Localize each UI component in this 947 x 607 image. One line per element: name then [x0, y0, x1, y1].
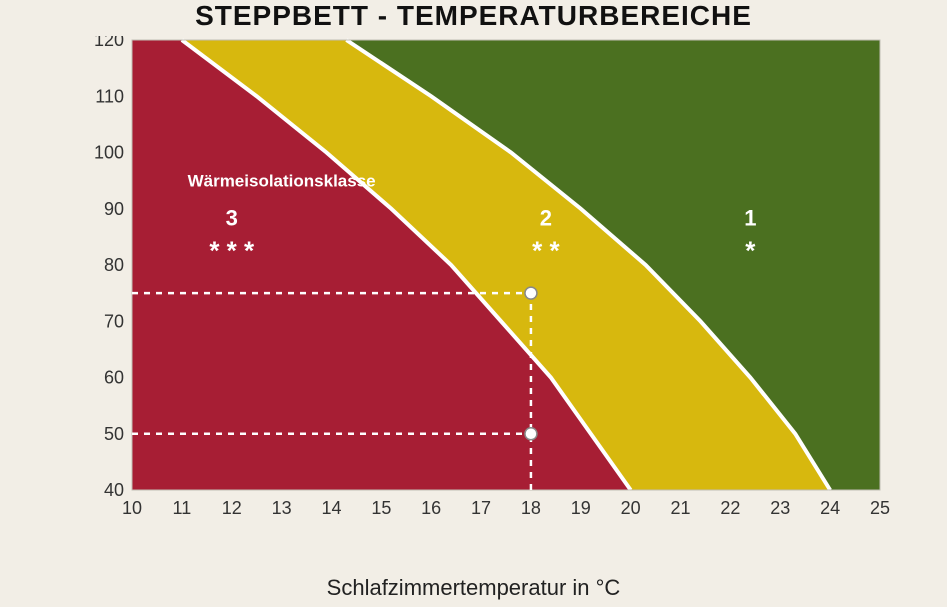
- xtick-16: 16: [421, 498, 441, 518]
- xtick-24: 24: [820, 498, 840, 518]
- chart-title: STEPPBETT - TEMPERATURBEREICHE: [0, 0, 947, 32]
- ytick-110: 110: [95, 86, 124, 106]
- zone1-stars: *: [745, 235, 756, 265]
- x-axis-label: Schlafzimmertemperatur in °C: [0, 575, 947, 601]
- xtick-25: 25: [870, 498, 890, 518]
- xtick-23: 23: [770, 498, 790, 518]
- xtick-21: 21: [671, 498, 691, 518]
- zone2-stars: * *: [532, 235, 560, 265]
- plot-area: Wärmeisolationsklasse 3 * * * 2 * * 1 * 40 50 60 7…: [90, 36, 890, 526]
- zone2-number: 2: [540, 206, 552, 231]
- zone3-stars: * * *: [209, 235, 255, 265]
- zone-header-label: Wärmeisolationsklasse: [188, 171, 376, 190]
- xtick-20: 20: [621, 498, 641, 518]
- xtick-19: 19: [571, 498, 591, 518]
- xtick-13: 13: [272, 498, 292, 518]
- xtick-14: 14: [321, 498, 341, 518]
- ytick-80: 80: [104, 255, 124, 275]
- plot-svg: Wärmeisolationsklasse 3 * * * 2 * * 1 * 40 50 60 7…: [90, 36, 890, 526]
- ytick-70: 70: [104, 311, 124, 331]
- xtick-22: 22: [720, 498, 740, 518]
- ytick-50: 50: [104, 424, 124, 444]
- zone3-number: 3: [226, 206, 238, 231]
- zone1-number: 1: [744, 206, 756, 231]
- xtick-10: 10: [122, 498, 142, 518]
- ytick-40: 40: [104, 480, 124, 500]
- xtick-18: 18: [521, 498, 541, 518]
- marker-0: [525, 287, 537, 299]
- xtick-12: 12: [222, 498, 242, 518]
- ytick-60: 60: [104, 368, 124, 388]
- xtick-11: 11: [173, 498, 192, 518]
- ytick-90: 90: [104, 199, 124, 219]
- xtick-15: 15: [371, 498, 391, 518]
- ytick-100: 100: [94, 143, 124, 163]
- xtick-17: 17: [471, 498, 491, 518]
- ytick-120: 120: [94, 36, 124, 50]
- marker-1: [525, 428, 537, 440]
